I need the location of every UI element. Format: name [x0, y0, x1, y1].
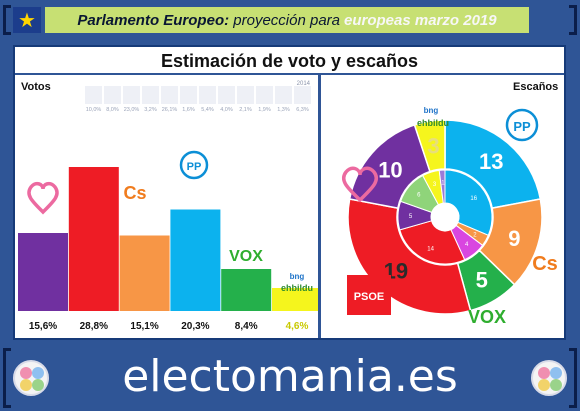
inset-year-label: 2014: [297, 81, 311, 87]
vote-bar: [170, 209, 221, 311]
ehbildu-seat-logo: ehbildu: [417, 118, 449, 128]
inset-value-label: 23,0%: [124, 107, 140, 113]
inset-logo-tile: [199, 86, 216, 104]
vox-seat-logo: VOX: [468, 307, 506, 327]
inset-logo-tile: [180, 86, 197, 104]
inner-value-label: 4: [465, 242, 469, 248]
brand-logo-icon: [13, 360, 49, 396]
title-main: Parlamento Europeo: [77, 11, 225, 29]
inner-value-label: 16: [470, 196, 477, 202]
inset-logo-tile: [275, 86, 292, 104]
psoe-seat-logo: PSOE: [354, 291, 385, 303]
inset-value-label: 10,0%: [86, 107, 102, 113]
pp-logo-icon: [179, 150, 209, 180]
vote-value-label: 28,8%: [80, 321, 108, 332]
seat-slice-inner: [438, 169, 446, 204]
inset-logo-tile: [104, 86, 121, 104]
seat-value-label: 3: [427, 133, 439, 158]
podemos-heart-icon: [27, 181, 59, 215]
inset-value-label: 4,0%: [220, 107, 233, 113]
inset-value-label: 1,9%: [258, 107, 271, 113]
inset-logo-tile: [123, 86, 140, 104]
vote-bar: [221, 269, 272, 311]
inset-logo-tile: [142, 86, 159, 104]
page-title: Parlamento Europeo: proyección para europ…: [45, 7, 529, 33]
seat-slice-inner: [444, 169, 493, 236]
panel-title: Estimación de voto y escaños: [15, 47, 564, 75]
inset-value-label: 3,2%: [144, 107, 157, 113]
inset-value-label: 2,1%: [239, 107, 252, 113]
vote-bar: [68, 167, 119, 311]
inner-value-label: 3: [433, 182, 437, 188]
inner-value-label: 1: [441, 181, 445, 187]
vote-value-label: 8,4%: [235, 321, 258, 332]
inset-value-label: 5,4%: [201, 107, 214, 113]
vote-bar: [119, 235, 170, 311]
brand-name: electomania.es: [122, 351, 458, 402]
inset-value-label: 1,3%: [277, 107, 290, 113]
seat-value-label: 10: [378, 157, 402, 182]
pp-seat-logo: PP: [513, 119, 531, 134]
inset-logo-tile: [294, 86, 311, 104]
title-highlight: europeas marzo 2019: [344, 11, 497, 29]
seat-slice-outer: [413, 119, 446, 173]
inner-value-label: 6: [417, 193, 421, 199]
inset-value-label: 6,3%: [296, 107, 309, 113]
inset-logo-tile: [256, 86, 273, 104]
seat-value-label: 5: [476, 267, 488, 292]
vote-value-label: 4,6%: [286, 321, 309, 332]
vote-bar: [272, 288, 318, 311]
inset-value-label: 8,0%: [106, 107, 119, 113]
seats-title: Escaños: [513, 81, 559, 93]
panel-divider: [318, 75, 321, 338]
title-rest: proyección para: [233, 11, 341, 29]
chart-panel: Estimación de voto y escaños Votos Escañ…: [13, 45, 566, 340]
vote-value-label: 20,3%: [181, 321, 209, 332]
ehbildu-logo-text: ehbildu: [281, 283, 313, 293]
vote-value-label: 15,6%: [29, 321, 57, 332]
vote-bar: [18, 233, 68, 311]
bng-seat-logo: bng: [424, 106, 439, 115]
left-bracket: [3, 5, 11, 35]
seat-value-label: 13: [479, 149, 503, 174]
inner-value-label: 5: [409, 214, 413, 220]
right-bracket: [569, 5, 577, 35]
vote-value-label: 15,1%: [130, 321, 158, 332]
seat-slice-outer: [444, 119, 542, 209]
inset-logo-tile: [237, 86, 254, 104]
inner-value-label: 14: [427, 246, 434, 252]
footer-left-bracket: [3, 348, 11, 408]
seat-slice-inner: [399, 220, 466, 265]
seat-value-label: 9: [508, 226, 520, 251]
inset-value-label: 1,6%: [182, 107, 195, 113]
header-bar: ★ Parlamento Europeo: proyección para eur…: [3, 5, 577, 35]
pp-logo-text: PP: [187, 161, 202, 173]
votes-title: Votos: [21, 81, 51, 93]
eu-star-icon: ★: [13, 7, 41, 33]
footer-bar: electomania.es: [3, 348, 577, 408]
psoe-logo-text: PSOE: [77, 140, 110, 154]
brand-logo-icon: [531, 360, 567, 396]
cs-seat-logo: Cs: [532, 253, 558, 275]
footer-right-bracket: [569, 348, 577, 408]
vote-bar-chart: 15,6% 28,8% 15,1% 20,3% 8,4% 4,6% PSOE Cs PP VOX b…: [18, 81, 318, 332]
bng-logo-text: bng: [290, 272, 305, 281]
inset-logo-tile: [161, 86, 178, 104]
pp-logo-icon: [505, 108, 539, 142]
inset-logo-tile: [218, 86, 235, 104]
title-sep: :: [224, 11, 230, 29]
inset-value-label: 26,1%: [162, 107, 178, 113]
psoe-seat-logo-box: [347, 275, 391, 315]
podemos-seat-heart-icon: [341, 166, 379, 203]
vox-logo-text: VOX: [229, 248, 263, 265]
inner-value-label: 2: [473, 232, 477, 238]
cs-logo-text: Cs: [123, 183, 146, 203]
inset-logo-tile: [85, 86, 102, 104]
